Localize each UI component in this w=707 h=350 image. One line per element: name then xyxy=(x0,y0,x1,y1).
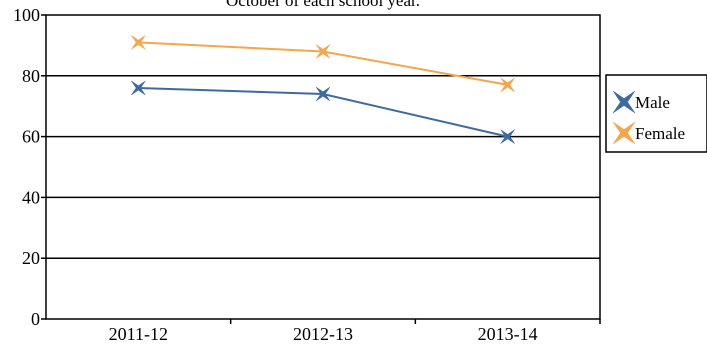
point-female-2013-14 xyxy=(500,77,515,93)
series-male xyxy=(131,80,515,144)
y-tick-label-80: 80 xyxy=(22,66,40,86)
series-layer xyxy=(131,35,515,144)
y-axis: 0 20 40 60 80 100 xyxy=(13,5,46,329)
series-female xyxy=(131,35,515,93)
point-male-2012-13 xyxy=(315,86,331,102)
point-female-2011-12 xyxy=(131,35,146,50)
series-line-female xyxy=(138,41,508,86)
legend-box xyxy=(605,74,707,153)
legend-marker-female xyxy=(612,121,636,145)
y-tick-label-100: 100 xyxy=(13,5,40,25)
legend-label-male: Male xyxy=(635,93,670,112)
grid-lines xyxy=(46,75,600,259)
y-tick-label-60: 60 xyxy=(22,127,40,147)
plot-area xyxy=(45,14,601,320)
y-tick-label-20: 20 xyxy=(22,248,40,268)
point-female-2012-13 xyxy=(315,44,331,59)
x-tick-label-2012-13: 2012-13 xyxy=(293,324,353,344)
y-tick-label-0: 0 xyxy=(31,309,40,329)
x-tick-label-2011-12: 2011-12 xyxy=(109,324,168,344)
chart-title: October of each school year. xyxy=(226,0,420,10)
legend: Male Female xyxy=(605,74,707,153)
legend-label-female: Female xyxy=(635,124,685,143)
point-male-2013-14 xyxy=(500,129,515,144)
x-axis: 2011-12 2012-13 2013-14 xyxy=(109,319,601,344)
point-male-2011-12 xyxy=(131,80,146,96)
y-tick-label-40: 40 xyxy=(22,187,40,207)
legend-marker-male xyxy=(612,90,636,114)
x-tick-label-2013-14: 2013-14 xyxy=(478,324,538,344)
